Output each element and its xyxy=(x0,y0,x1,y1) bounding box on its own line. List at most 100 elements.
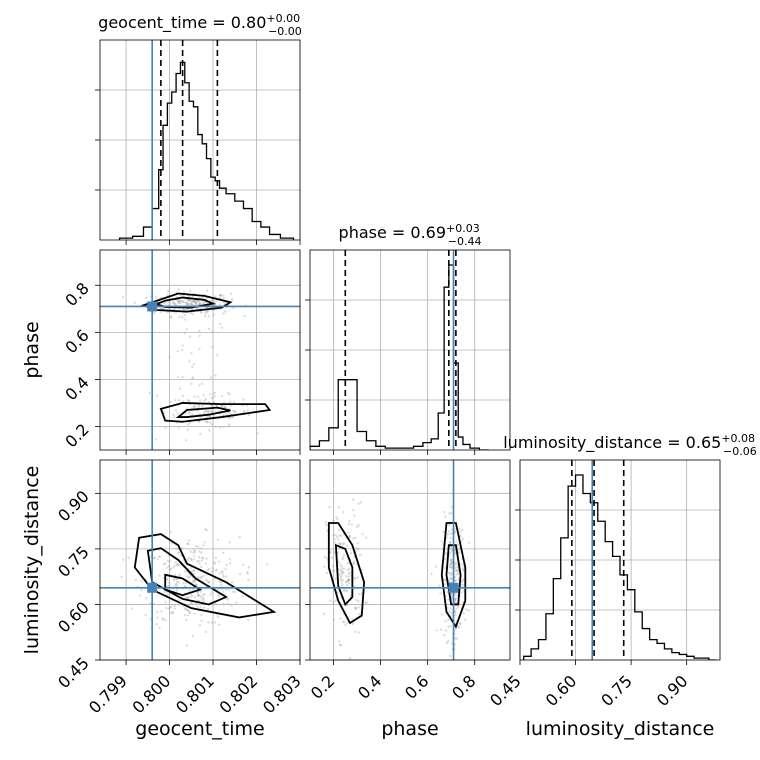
sample-point xyxy=(196,395,200,398)
sample-point xyxy=(197,404,201,407)
sample-point xyxy=(186,301,189,305)
sample-point xyxy=(180,316,184,319)
sample-point xyxy=(332,618,336,621)
sample-point xyxy=(445,641,449,645)
sample-point xyxy=(197,406,200,409)
sample-point xyxy=(218,294,222,297)
histogram-phase xyxy=(310,264,489,450)
sample-point xyxy=(161,617,164,620)
sample-point xyxy=(214,295,217,298)
sample-point xyxy=(361,533,364,536)
sample-point xyxy=(358,631,361,634)
sample-point xyxy=(344,623,347,627)
sample-point xyxy=(220,326,223,329)
sample-point xyxy=(339,575,343,578)
sample-point xyxy=(183,584,187,588)
sample-point xyxy=(193,569,196,572)
title-label: phase = 0.69 xyxy=(339,223,446,242)
sample-point xyxy=(228,393,231,396)
sample-point xyxy=(449,624,452,628)
sample-point xyxy=(187,613,190,617)
sample-point xyxy=(454,598,457,601)
sample-point xyxy=(439,628,443,631)
sample-point xyxy=(176,375,180,379)
sample-point xyxy=(166,566,169,569)
sample-point xyxy=(207,327,211,331)
sample-point xyxy=(216,538,220,541)
sample-point xyxy=(206,410,209,413)
x-axis-label-phase: phase xyxy=(381,718,438,740)
sample-point xyxy=(449,536,452,540)
sample-point xyxy=(204,397,208,401)
sample-point xyxy=(208,429,211,432)
sample-point xyxy=(168,606,172,609)
title-luminosity_distance: luminosity_distance = 0.65+0.08 −0.06 xyxy=(503,432,757,458)
title-sup: +0.08 xyxy=(721,432,755,445)
truth-marker xyxy=(448,582,459,593)
title-phase: phase = 0.69+0.03 −0.44 xyxy=(339,222,482,248)
sample-point xyxy=(169,567,173,570)
sample-point xyxy=(332,570,335,573)
sample-point xyxy=(172,413,175,416)
sample-point xyxy=(183,313,186,317)
sample-point xyxy=(450,573,453,577)
sample-point xyxy=(337,560,340,564)
panel-content xyxy=(310,250,489,450)
sample-point xyxy=(214,410,218,413)
sample-point xyxy=(214,556,218,560)
sample-point xyxy=(439,592,442,595)
sample-point xyxy=(220,570,224,573)
sample-point xyxy=(196,593,200,597)
sample-point xyxy=(338,573,341,576)
sample-point xyxy=(190,352,193,355)
sample-point xyxy=(457,550,461,554)
sample-point xyxy=(206,568,209,572)
truth-marker xyxy=(147,301,158,312)
sample-point xyxy=(205,409,208,413)
panel-content xyxy=(100,460,300,672)
sample-point xyxy=(190,601,194,605)
sample-point xyxy=(192,569,195,572)
sample-point xyxy=(341,543,345,546)
contour-inner xyxy=(445,544,462,606)
sample-point xyxy=(450,596,454,600)
sample-point xyxy=(178,573,181,577)
sample-point xyxy=(194,302,198,305)
sample-point xyxy=(206,301,209,305)
sample-point xyxy=(450,546,453,549)
contour-outer xyxy=(159,402,272,423)
sample-point xyxy=(242,409,246,413)
sample-point xyxy=(347,567,351,570)
sample-point xyxy=(322,565,326,568)
sample-point xyxy=(202,600,206,603)
sample-point xyxy=(215,299,218,303)
sample-point xyxy=(188,421,192,424)
truth-marker xyxy=(147,582,158,593)
sample-point xyxy=(212,414,215,418)
sample-point xyxy=(200,613,203,617)
sample-point xyxy=(242,563,245,566)
sample-point xyxy=(334,533,337,536)
sample-point xyxy=(199,310,203,314)
sample-point xyxy=(177,301,180,305)
sample-point xyxy=(187,299,191,302)
sample-point xyxy=(201,301,205,304)
grid xyxy=(310,250,510,450)
sample-point xyxy=(192,363,196,366)
sample-point xyxy=(155,623,159,626)
sample-point xyxy=(176,670,178,672)
sample-point xyxy=(188,303,192,306)
sample-point xyxy=(449,572,452,575)
sample-point xyxy=(444,583,447,586)
sample-point xyxy=(462,567,465,570)
sample-point xyxy=(342,553,346,557)
sample-point xyxy=(461,578,465,581)
scatter-panel-phase-vs-luminosity_distance: 0.2 0.4 0.6 0.8 xyxy=(305,459,511,703)
sample-point xyxy=(148,391,151,395)
sample-point xyxy=(194,301,197,305)
sample-point xyxy=(208,415,212,418)
sample-point xyxy=(440,613,443,616)
sample-point xyxy=(256,432,259,435)
title-sub: −0.06 xyxy=(723,445,757,458)
sample-point xyxy=(213,395,216,398)
